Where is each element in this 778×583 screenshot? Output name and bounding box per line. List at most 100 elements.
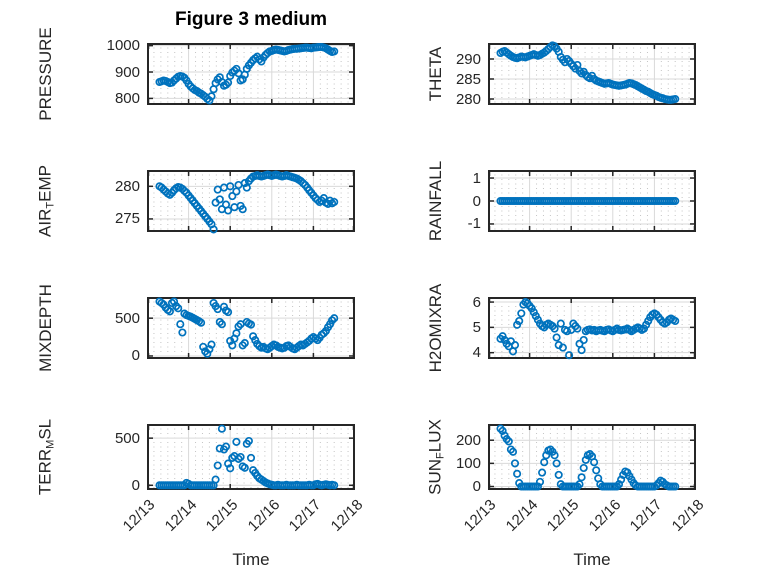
scatter-series-mixdepth — [155, 297, 339, 358]
data-point — [221, 442, 231, 451]
y-tick-label: 200 — [455, 431, 481, 449]
y-tick-label: 275 — [114, 210, 140, 228]
axes-frame — [147, 424, 355, 490]
plot-area-theta — [488, 41, 696, 105]
axes-frame — [488, 170, 696, 232]
plot-area-rainfall — [488, 170, 696, 232]
data-point — [330, 47, 339, 56]
x-axis-label-left: Time — [232, 550, 270, 569]
data-point — [504, 437, 513, 446]
y-tick-label: 1 — [472, 169, 481, 187]
y-label-text: TERR — [35, 448, 55, 496]
data-point — [562, 327, 572, 336]
y-tick-label: 290 — [455, 50, 481, 68]
data-point — [671, 482, 680, 491]
data-point — [207, 340, 216, 349]
data-point — [575, 480, 584, 489]
data-point — [205, 96, 214, 105]
data-point — [510, 459, 520, 468]
plot-area-air-temp — [147, 170, 355, 234]
data-point — [197, 318, 206, 327]
data-point — [174, 304, 183, 313]
data-point — [257, 57, 266, 66]
data-point — [226, 464, 235, 473]
y-tick-label: 800 — [114, 89, 140, 107]
y-tick-label: 6 — [472, 293, 481, 311]
data-point — [244, 436, 253, 446]
plot-area-mixdepth — [147, 297, 355, 359]
data-point — [550, 451, 559, 460]
data-point — [226, 182, 235, 191]
y-axis-label-h2omixra: H2OMIXRA — [426, 284, 446, 373]
y-tick-label: 0 — [472, 478, 481, 496]
data-point — [552, 333, 561, 342]
data-point — [165, 307, 174, 316]
data-point — [211, 475, 220, 484]
y-label-text: EMP — [35, 165, 55, 202]
data-point — [535, 477, 545, 486]
data-point — [590, 458, 599, 467]
data-point — [221, 80, 231, 89]
scatter-series-theta — [496, 41, 680, 104]
data-point — [330, 197, 339, 207]
data-point — [224, 308, 233, 317]
data-point — [513, 469, 522, 478]
data-point — [209, 225, 218, 234]
scatter-series-terr-msl — [155, 424, 339, 490]
data-point — [508, 447, 518, 456]
y-label-text: RAINFALL — [426, 160, 445, 242]
scatter-series-air-temp — [155, 170, 339, 234]
subplot-sun-flux — [488, 424, 696, 491]
data-point — [565, 351, 574, 360]
axes-frame — [147, 43, 355, 105]
data-point — [232, 329, 241, 338]
data-point — [240, 339, 249, 348]
y-tick-label: 5 — [472, 318, 481, 336]
subplot-terr-msl — [147, 424, 355, 490]
axes-frame — [147, 170, 355, 232]
data-point — [538, 468, 547, 477]
data-point — [573, 324, 582, 333]
y-axis-label-pressure: PRESSURE — [36, 27, 56, 121]
y-label-text: THETA — [426, 46, 445, 102]
data-point — [217, 320, 226, 329]
data-point — [238, 205, 247, 214]
data-point — [542, 46, 551, 56]
data-point — [550, 324, 559, 333]
data-point — [228, 192, 237, 201]
data-point — [213, 461, 222, 470]
data-point — [556, 319, 565, 328]
data-point — [228, 341, 237, 350]
scatter-series-sun-flux — [496, 424, 680, 491]
scatter-series-rainfall — [496, 196, 680, 206]
data-point — [217, 424, 226, 433]
data-point — [592, 466, 601, 475]
subplot-theta — [488, 41, 696, 105]
plot-area-sun-flux — [488, 424, 696, 491]
data-point — [581, 455, 590, 464]
data-point — [178, 328, 187, 337]
y-tick-label: 0 — [131, 476, 140, 494]
data-point — [562, 54, 572, 64]
y-label-text: MIXDEPTH — [36, 284, 55, 372]
data-point — [255, 55, 264, 64]
data-point — [232, 437, 241, 446]
x-axis-label-right: Time — [573, 550, 611, 569]
y-label-text: AIR — [35, 208, 55, 237]
data-point — [240, 179, 249, 188]
axes-frame — [488, 424, 696, 490]
subplot-h2omixra — [488, 297, 696, 360]
data-point — [579, 335, 588, 345]
data-point — [554, 470, 563, 479]
subplot-air-temp — [147, 170, 355, 234]
y-label-subscript: M — [44, 439, 57, 449]
axes-frame — [488, 43, 696, 105]
data-point — [246, 320, 256, 329]
y-tick-label: 1000 — [106, 37, 140, 55]
data-point — [246, 453, 256, 462]
subplot-mixdepth — [147, 297, 355, 359]
data-point — [552, 459, 561, 468]
data-point — [671, 316, 680, 326]
figure-title: Figure 3 medium — [174, 9, 328, 30]
